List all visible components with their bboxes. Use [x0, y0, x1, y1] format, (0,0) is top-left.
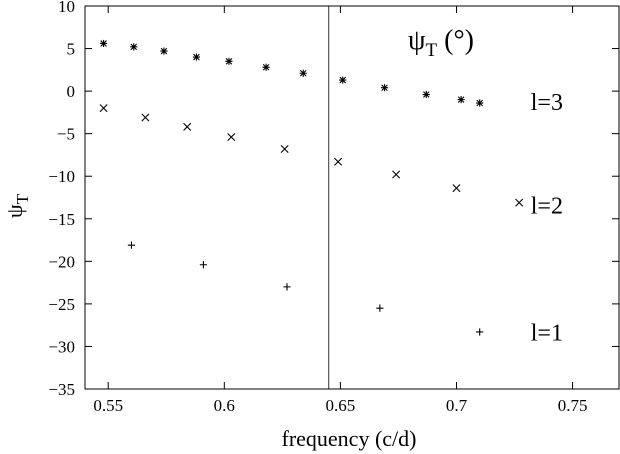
data-point-l-2: [99, 104, 108, 113]
data-point-l-2: [392, 170, 401, 179]
data-point-l-3: [262, 63, 270, 71]
data-point-l-2: [515, 198, 524, 207]
x-tick-label: 0.75: [558, 396, 588, 415]
series-label-l-2: l=2: [531, 194, 563, 220]
y-tick-label: −5: [57, 125, 75, 144]
y-tick-label: −20: [48, 252, 75, 271]
data-point-l-3: [160, 47, 168, 55]
data-point-l-1: [127, 241, 136, 249]
data-point-l-3: [299, 69, 307, 77]
y-tick-label: −30: [48, 337, 75, 356]
data-point-l-1: [376, 304, 384, 312]
y-axis-title: ψT: [2, 193, 32, 218]
data-point-l-2: [452, 184, 461, 193]
data-point-l-3: [422, 90, 430, 99]
data-point-l-2: [183, 122, 192, 131]
panel-title: ψT (°): [408, 25, 474, 61]
y-tick-label: 0: [67, 82, 76, 101]
data-point-l-2: [280, 144, 289, 153]
svg-text:ψT: ψT: [2, 193, 32, 218]
series-label-l-3: l=3: [531, 90, 563, 116]
x-tick-label: 0.65: [326, 396, 356, 415]
y-tick-label: −15: [48, 210, 75, 229]
data-point-l-3: [192, 53, 201, 61]
data-point-l-1: [199, 261, 208, 269]
plot-frame: [84, 5, 620, 390]
x-tick-label: 0.6: [214, 396, 235, 415]
y-tick-label: −35: [48, 380, 75, 399]
data-point-l-3: [99, 39, 108, 48]
data-point-l-2: [227, 133, 236, 142]
x-tick-label: 0.7: [446, 396, 468, 415]
y-tick-label: 5: [67, 40, 76, 59]
data-point-l-2: [334, 157, 343, 166]
data-point-l-3: [225, 57, 233, 65]
x-tick-label: 0.55: [93, 396, 123, 415]
data-point-l-2: [141, 113, 150, 122]
data-point-l-1: [476, 328, 484, 336]
y-tick-label: 10: [58, 0, 75, 16]
x-axis-title: frequency (c/d): [282, 426, 417, 451]
data-point-l-3: [380, 84, 389, 92]
data-point-l-3: [476, 99, 484, 107]
y-tick-label: −10: [48, 167, 75, 186]
data-point-l-1: [283, 283, 291, 291]
series-label-l-1: l=1: [531, 320, 563, 346]
data-point-l-3: [339, 76, 347, 84]
data-point-l-3: [130, 43, 138, 51]
data-point-l-3: [457, 96, 465, 104]
y-tick-label: −25: [48, 295, 75, 314]
